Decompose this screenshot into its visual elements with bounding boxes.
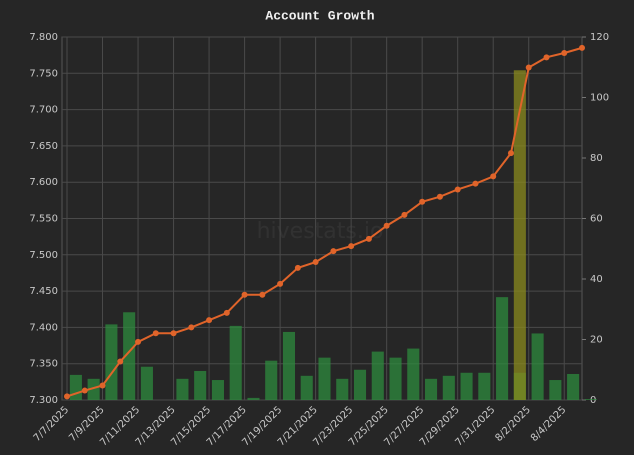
bar (300, 375, 313, 400)
y2-tick-label: 100 (590, 93, 609, 104)
bar (584, 399, 597, 400)
point (561, 49, 568, 56)
point (223, 309, 230, 316)
y-tick-label: 7.450 (29, 286, 58, 297)
point (188, 324, 195, 331)
y-tick-label: 7.500 (29, 250, 58, 261)
bar (478, 372, 491, 400)
y-tick-label: 7.600 (29, 177, 58, 188)
bar (87, 378, 100, 400)
point (294, 264, 301, 271)
bar (407, 348, 420, 400)
point (277, 280, 284, 287)
point (170, 330, 177, 337)
y-tick-label: 7.300 (29, 395, 58, 406)
point (543, 54, 550, 61)
point (348, 243, 355, 250)
point (472, 180, 479, 187)
y-tick-label: 7.550 (29, 214, 58, 225)
watermark: hivestats.io (257, 219, 384, 244)
y-tick-label: 7.800 (29, 32, 58, 43)
bar (460, 372, 473, 400)
y2-tick-label: 60 (590, 214, 603, 225)
point (117, 358, 124, 365)
chart-title: Account Growth (265, 8, 374, 23)
y-tick-label: 7.750 (29, 68, 58, 79)
bar (176, 378, 189, 400)
bar (549, 380, 562, 400)
point (99, 382, 106, 389)
point (241, 291, 248, 298)
y2-tick-label: 120 (590, 32, 609, 43)
bar (229, 325, 242, 400)
point (507, 150, 514, 157)
bar (282, 331, 296, 400)
point (525, 64, 532, 71)
y2-tick-label: 20 (590, 335, 603, 346)
bar (123, 312, 136, 400)
bar (318, 357, 331, 400)
bar (194, 370, 207, 400)
bar (531, 333, 544, 400)
point (206, 317, 213, 324)
bar (371, 351, 384, 400)
point (383, 222, 390, 229)
point (312, 259, 319, 266)
point (579, 44, 585, 51)
point (454, 186, 461, 193)
y-tick-label: 7.700 (29, 105, 58, 116)
bar (353, 369, 367, 400)
bar (567, 373, 580, 400)
y-tick-label: 7.350 (29, 359, 58, 370)
bar (211, 380, 224, 400)
bar (69, 374, 82, 400)
line (66, 46, 583, 398)
point (490, 173, 497, 180)
point (419, 198, 426, 205)
y-tick-label: 7.400 (29, 322, 58, 333)
y2-tick-label: 80 (590, 153, 603, 164)
point (365, 235, 372, 242)
bar (105, 324, 118, 400)
y-tick-label: 7.650 (29, 141, 58, 152)
bar (265, 360, 278, 400)
point (64, 393, 70, 400)
y2-tick-label: 0 (590, 395, 596, 406)
bar (247, 397, 260, 400)
point (81, 387, 88, 394)
bar (336, 378, 349, 400)
point (135, 338, 142, 345)
bar (140, 366, 153, 400)
point (330, 248, 337, 255)
bar (496, 297, 509, 400)
bar (425, 378, 438, 400)
point (152, 330, 159, 337)
bar (513, 70, 526, 401)
bar (442, 375, 455, 400)
point (436, 193, 443, 200)
bar (389, 357, 402, 400)
point (401, 211, 408, 218)
point (259, 291, 266, 298)
y2-tick-label: 40 (590, 274, 603, 285)
